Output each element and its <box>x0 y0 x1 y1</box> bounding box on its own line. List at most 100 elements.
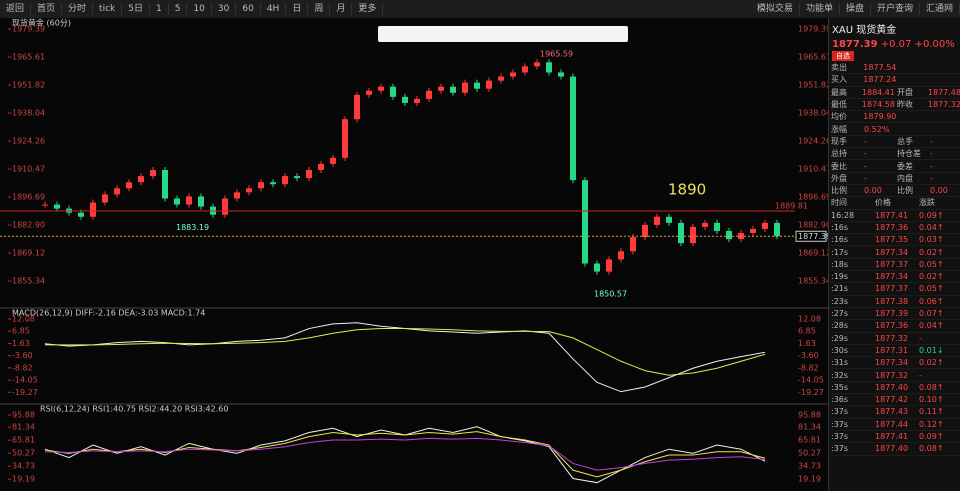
candle <box>270 182 276 185</box>
tab-button[interactable]: 分时 <box>62 3 94 15</box>
quote-cell: 涨幅 <box>831 124 847 134</box>
y-tick-label: -19.27 <box>798 388 824 397</box>
candle <box>222 198 228 215</box>
tool-button[interactable]: 开户查询 <box>871 3 920 15</box>
y-tick-label: 1938.04 <box>798 109 828 118</box>
tool-button[interactable]: 功能单 <box>800 3 840 15</box>
tool-button[interactable]: 模拟交易 <box>751 3 800 15</box>
candle <box>774 222 780 237</box>
trade-cell: 1877.38 <box>875 296 909 306</box>
y-tick-label: -19.27 <box>12 388 38 397</box>
tab-button[interactable]: tick <box>93 3 123 15</box>
quote-cell: - <box>930 149 933 159</box>
trade-cell: 0.04↑ <box>919 321 944 331</box>
candle <box>414 98 420 103</box>
y-tick-label: 12.08 <box>798 315 821 324</box>
trades-header: 时间 价格 涨跌 <box>829 197 960 210</box>
drawing-toolbar[interactable] <box>378 26 628 42</box>
quote-cell: 0.00 <box>864 186 882 196</box>
y-tick-label: 1924.26 <box>798 137 828 146</box>
tag-button[interactable]: 自选 <box>832 51 854 61</box>
tab-button[interactable]: 10 <box>187 3 212 15</box>
trade-cell: 0.04↑ <box>919 223 944 232</box>
candle <box>510 72 516 77</box>
quote-cell: 现手 <box>831 136 847 146</box>
trade-row: :35s 1877.40 0.08↑ <box>829 382 960 395</box>
tab-button[interactable]: 日 <box>286 3 309 15</box>
level-text: 1890 <box>668 181 706 199</box>
tab-button[interactable]: 5日 <box>122 3 150 15</box>
trade-cell: - <box>919 370 922 380</box>
trade-cell: :19s <box>831 272 849 282</box>
indicator-line <box>45 328 766 376</box>
y-tick-label: 1910.47 <box>798 165 828 174</box>
quote-cell: - <box>864 173 867 183</box>
tab-button[interactable]: 返回 <box>0 3 32 15</box>
y-tick-label: -14.05 <box>798 376 824 385</box>
tab-button[interactable]: 1 <box>150 3 169 15</box>
trade-cell: 0.09↑ <box>919 210 944 220</box>
quote-cell: - <box>864 136 867 146</box>
y-tick-label: 1910.47 <box>12 165 45 174</box>
trade-cell: 0.09↑ <box>919 432 944 442</box>
quote-cell: 0.52% <box>864 124 890 134</box>
y-tick-label: 1855.34 <box>12 277 45 286</box>
y-tick-label: 1882.90 <box>12 221 45 230</box>
tab-button[interactable]: 更多 <box>352 3 384 15</box>
tab-button[interactable]: 60 <box>236 3 261 15</box>
y-tick-label: 1979.39 <box>798 25 828 34</box>
quote-cell: 外盘 <box>831 173 847 183</box>
trade-cell: 1877.31 <box>875 345 909 355</box>
tab-button[interactable]: 月 <box>330 3 353 15</box>
y-tick-label: 65.81 <box>798 436 821 445</box>
y-tick-label: 1882.90 <box>798 221 828 230</box>
quote-row: 最低 1874.58 昨收 1877.32 <box>829 99 960 112</box>
trade-cell: :32s <box>831 370 849 380</box>
candle <box>162 170 168 199</box>
candle <box>342 119 348 158</box>
y-tick-label: 1896.69 <box>12 193 45 202</box>
trade-cell: :16s <box>831 223 849 232</box>
tab-button[interactable]: 首页 <box>31 3 63 15</box>
trade-cell: 1877.34 <box>875 358 909 368</box>
candle <box>486 80 492 89</box>
trade-cell: :37s <box>831 419 849 429</box>
tab-button[interactable]: 周 <box>308 3 331 15</box>
trade-cell: :28s <box>831 321 849 331</box>
candle <box>318 163 324 171</box>
candle <box>534 62 540 67</box>
candle <box>78 212 84 217</box>
candle <box>570 76 576 181</box>
quote-cell: 买入 <box>831 75 847 85</box>
trade-cell: 0.02↑ <box>919 272 944 282</box>
trade-row: :19s 1877.34 0.02↑ <box>829 271 960 284</box>
tab-button[interactable]: 30 <box>212 3 237 15</box>
trade-row: :16s 1877.36 0.04↑ <box>829 222 960 235</box>
trade-row: :36s 1877.42 0.10↑ <box>829 394 960 407</box>
tab-button[interactable]: 5 <box>169 3 188 15</box>
y-tick-label: -3.60 <box>12 351 33 360</box>
trade-cell: :17s <box>831 247 849 257</box>
toolbar: 返回 首页 分时 tick 5日 1 5 10 30 60 4H 日周月更多 模拟交易 功能单 操盘 开户查询… <box>0 0 960 18</box>
tool-button[interactable]: 汇通网 <box>920 3 960 15</box>
candle <box>258 182 264 189</box>
trade-row: :16s 1877.35 0.03↑ <box>829 234 960 247</box>
candle <box>522 66 528 73</box>
tool-button[interactable]: 操盘 <box>840 3 871 15</box>
tab-button[interactable]: 4H <box>261 3 287 15</box>
y-tick-label: 1.63 <box>798 339 816 348</box>
quote-cell: 昨收 <box>897 100 913 110</box>
quote-panel: XAU 现货黄金 1877.39 +0.07 +0.00% 自选 卖出 1877.54 买… <box>828 18 960 491</box>
candle <box>138 176 144 183</box>
trade-cell: 1877.39 <box>875 309 909 319</box>
y-tick-label: 1869.12 <box>798 249 828 258</box>
current-box <box>795 230 827 242</box>
quote-row: 委比 - 委差 - <box>829 160 960 173</box>
quote-cell: 1877.24 <box>863 75 897 85</box>
y-tick-label: 1951.82 <box>12 81 45 90</box>
candle <box>42 204 48 206</box>
trade-cell: 1877.42 <box>875 395 909 405</box>
candle <box>666 216 672 223</box>
y-tick-label: 50.27 <box>798 449 821 458</box>
